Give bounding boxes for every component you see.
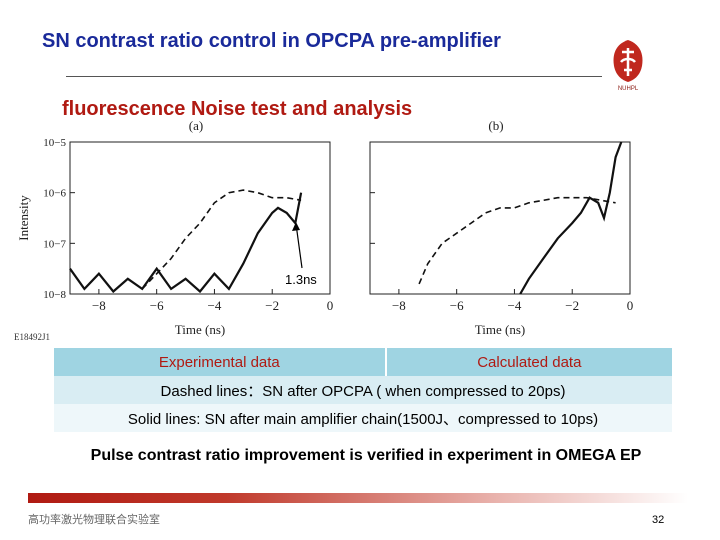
x-tick-label: −8 (392, 298, 406, 313)
x-tick-label: −4 (508, 298, 522, 313)
table-header-row: Experimental data Calculated data (54, 348, 672, 376)
solid-series-line (69, 192, 303, 294)
x-tick-label: 0 (627, 298, 634, 313)
page-number: 32 (652, 514, 665, 526)
title-divider (66, 76, 602, 77)
y-tick-label: 10−5 (43, 137, 66, 149)
panel-label: (b) (488, 118, 503, 133)
x-tick-label: −2 (265, 298, 279, 313)
x-tick-label: −2 (565, 298, 579, 313)
panel-label: (a) (189, 118, 203, 133)
y-tick-label: 10−7 (43, 238, 66, 250)
solid-lines-note: Solid lines: SN after main amplifier cha… (54, 404, 672, 432)
data-table: Experimental data Calculated data Dashed… (54, 348, 672, 432)
plot-frame (69, 141, 331, 295)
header-experimental: Experimental data (54, 348, 387, 376)
y-tick-label: 10−6 (43, 188, 66, 200)
annotation-arrowhead (292, 222, 300, 231)
charts-figure: −8 −6 −4 −2 0 10−5 10−6 10−7 10−8 (a) Time (ns) Int… (16, 118, 634, 337)
x-tick-label: −4 (208, 298, 222, 313)
x-tick-label: −6 (450, 298, 464, 313)
table-row: Solid lines: SN after main amplifier cha… (54, 404, 672, 432)
x-axis-label: Time (ns) (175, 322, 225, 337)
conclusion-text: Pulse contrast ratio improvement is veri… (90, 447, 642, 464)
logo-text: NUHPL (618, 86, 639, 92)
figure-id: E18492J1 (14, 332, 50, 342)
footer-lab-name: 高功率激光物理联合实验室 (28, 514, 160, 526)
annotation-arrow (295, 223, 303, 269)
x-axis-label: Time (ns) (475, 322, 525, 337)
slide-subtitle: fluorescence Noise test and analysis (62, 98, 413, 120)
solid-series-line (519, 141, 623, 295)
y-tick-label: 10−8 (43, 289, 66, 301)
x-tick-label: 0 (327, 298, 334, 313)
footer-bar (28, 493, 688, 503)
y-axis-label: Intensity (16, 195, 31, 241)
x-tick-label: −8 (92, 298, 106, 313)
plot-frame (369, 141, 631, 295)
slide-title: SN contrast ratio control in OPCPA pre-a… (42, 30, 501, 52)
table-row: Dashed lines：SN after OPCPA ( when compr… (54, 376, 672, 404)
dashed-lines-note: Dashed lines：SN after OPCPA ( when compr… (54, 376, 672, 404)
dashed-series-line (141, 189, 302, 290)
dashed-series-line (418, 196, 616, 285)
header-calculated: Calculated data (385, 348, 672, 376)
chart-annotation: 1.3ns (285, 272, 317, 287)
x-tick-label: −6 (150, 298, 164, 313)
lab-logo: NUHPL (606, 36, 650, 92)
